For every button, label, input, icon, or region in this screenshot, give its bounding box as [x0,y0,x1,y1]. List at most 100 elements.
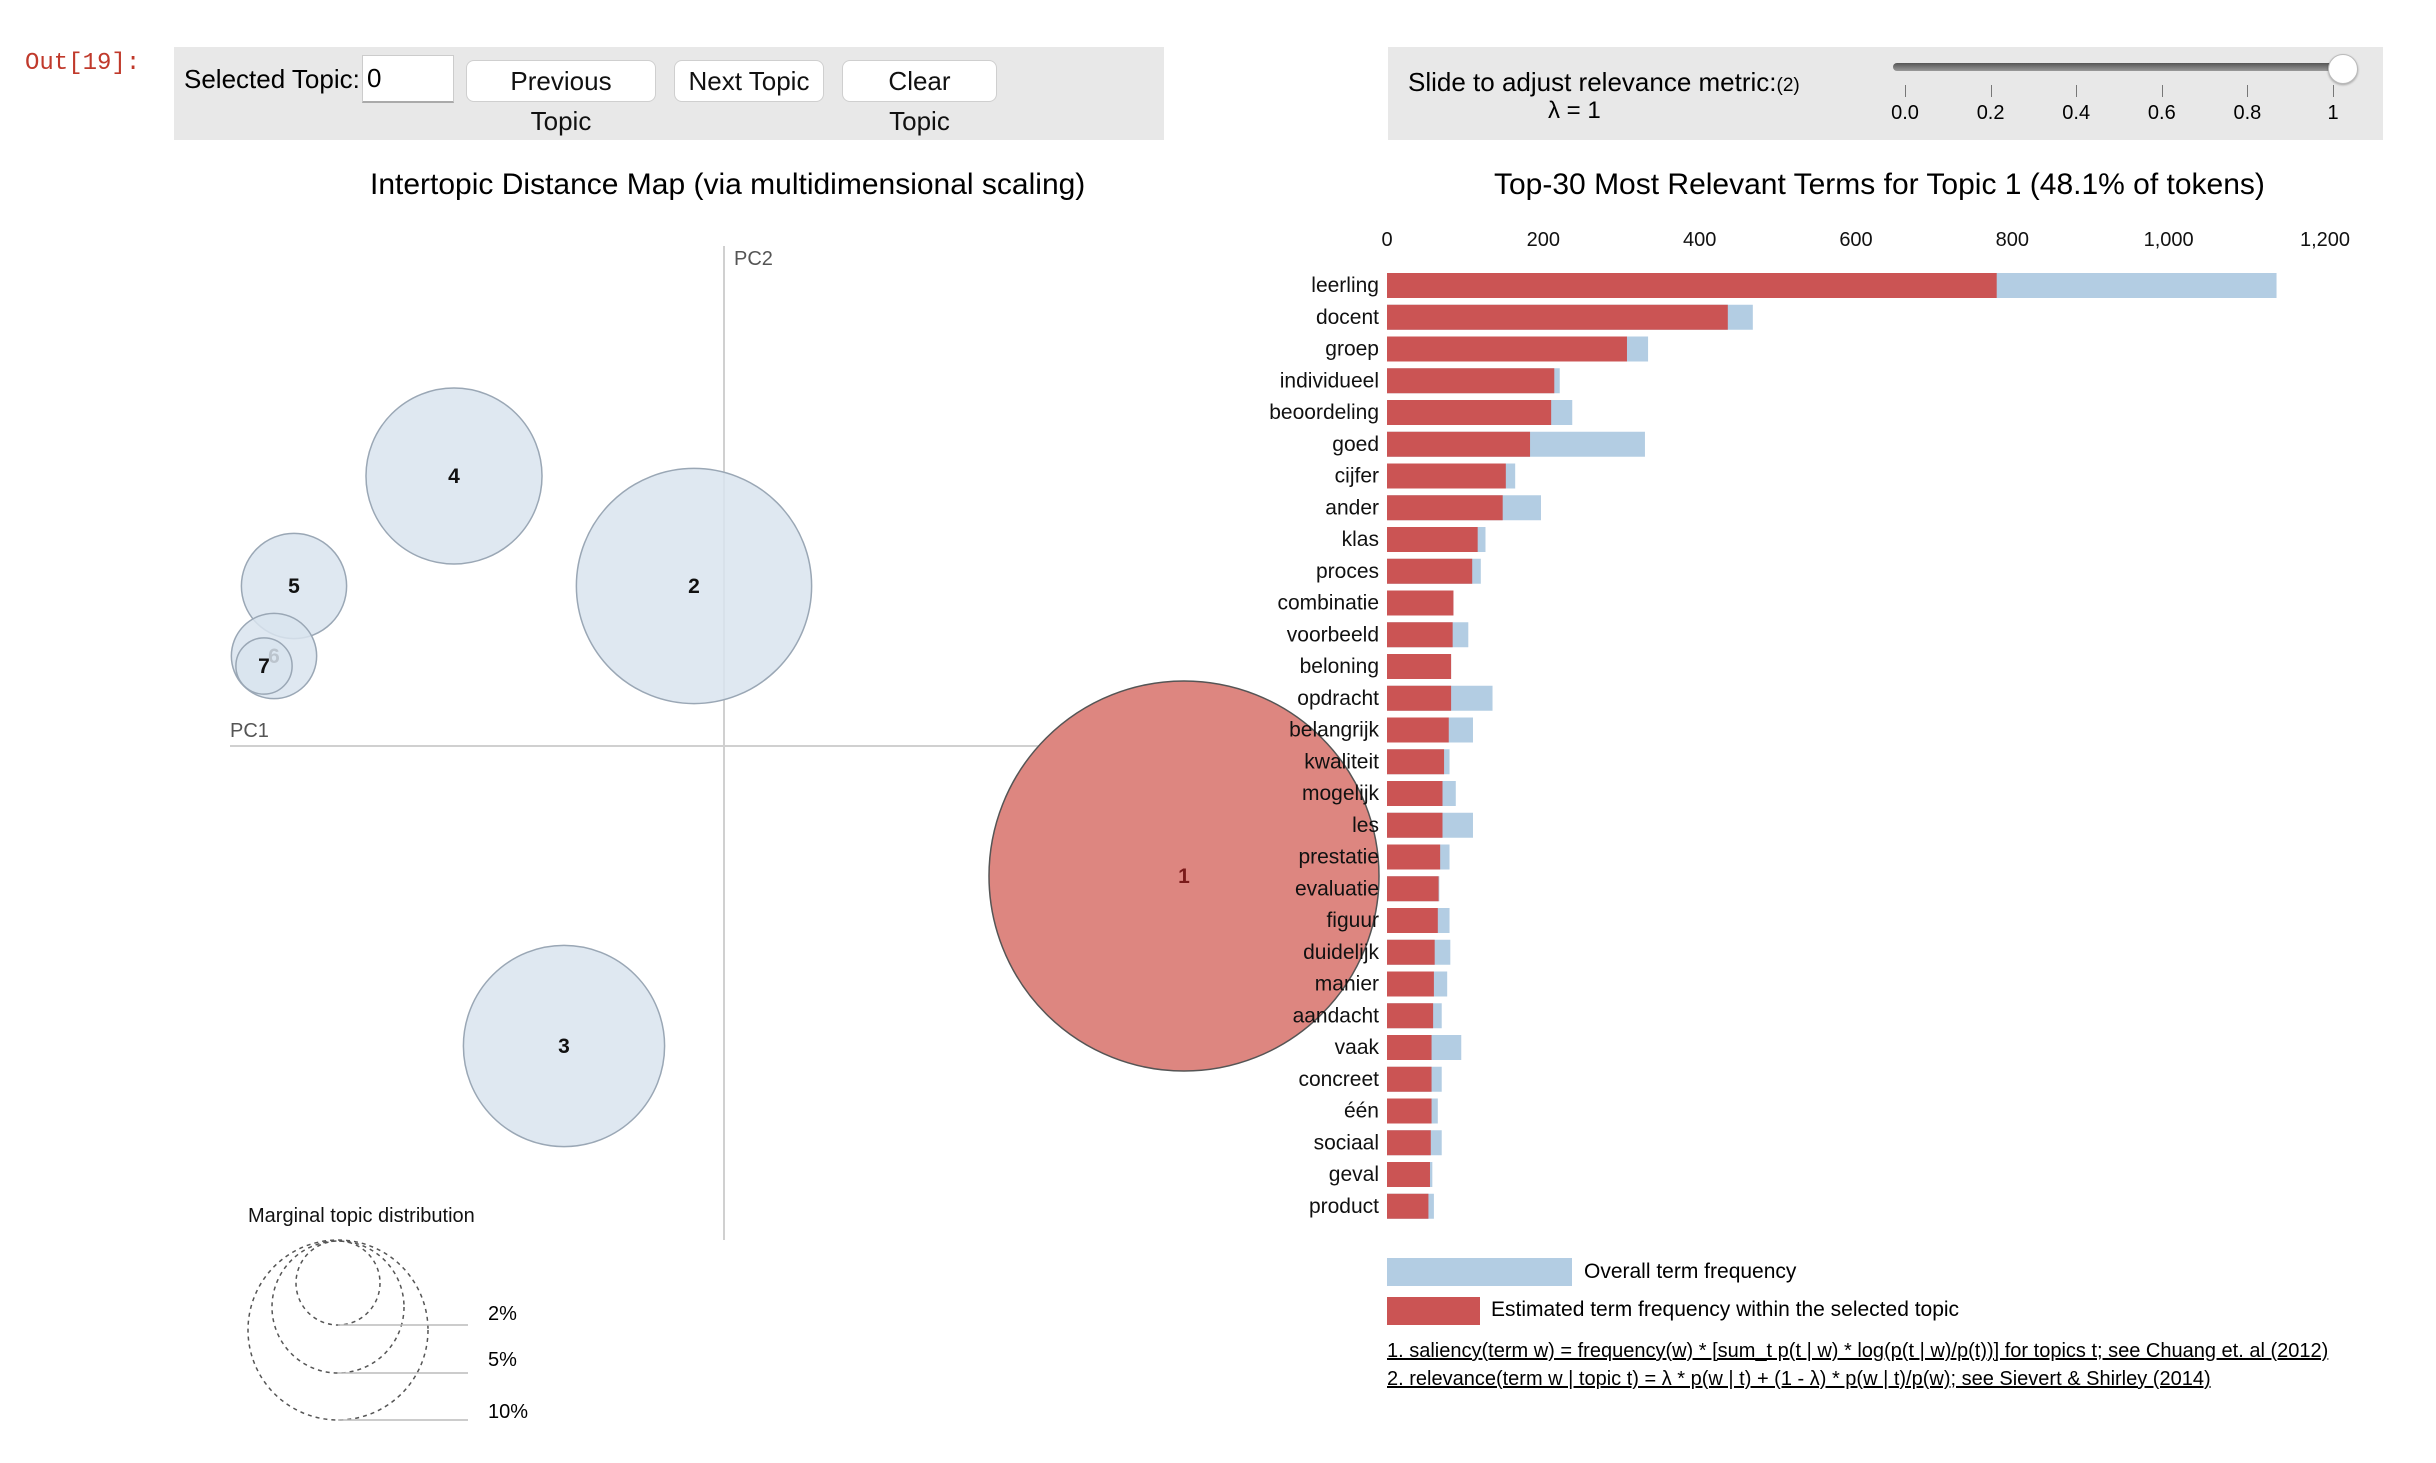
term-label[interactable]: manier [1315,973,1379,996]
term-label[interactable]: ander [1325,496,1379,519]
bar-topic-klas[interactable] [1387,527,1478,552]
term-label[interactable]: individueel [1280,369,1379,392]
term-label[interactable]: evaluatie [1295,877,1379,900]
topic-control-panel: Selected Topic: Previous Topic Next Topi… [174,47,1164,140]
marginal-label-5pct: 5% [488,1349,517,1371]
intertopic-map-title: Intertopic Distance Map (via multidimens… [370,168,1086,201]
term-label[interactable]: beloning [1300,655,1379,678]
term-label[interactable]: prestatie [1298,846,1379,869]
term-label[interactable]: aandacht [1293,1004,1380,1027]
bar-topic-kwaliteit[interactable] [1387,749,1445,775]
term-label[interactable]: beoordeling [1269,401,1379,424]
topic-bubble-label: 5 [288,575,300,598]
topic-bubble-1[interactable] [988,680,1380,1072]
lambda-slider-track[interactable] [1893,63,2348,71]
term-label[interactable]: opdracht [1297,687,1379,710]
bar-topic-voorbeeld[interactable] [1387,622,1453,648]
topic-bubble-label: 2 [688,575,700,598]
bar-topic-concreet[interactable] [1387,1066,1432,1092]
bar-topic-product[interactable] [1387,1193,1429,1219]
topic-bubble-label: 7 [258,655,270,678]
bar-topic-vaak[interactable] [1387,1035,1432,1060]
term-label[interactable]: concreet [1298,1068,1379,1091]
term-label[interactable]: kwaliteit [1304,750,1379,773]
bar-topic-evaluatie[interactable] [1387,876,1439,902]
bar-topic-individueel[interactable] [1387,368,1555,394]
selected-topic-input[interactable] [362,55,454,103]
lambda-tick [1905,85,1906,97]
x-tick-label: 1,200 [2300,229,2350,251]
term-label[interactable]: leerling [1311,274,1379,297]
marginal-label-2pct: 2% [488,1303,517,1325]
bar-topic-cijfer[interactable] [1387,463,1506,489]
bar-topic-beloning[interactable] [1387,654,1452,679]
x-tick-label: 1,000 [2144,229,2194,251]
term-label[interactable]: proces [1316,560,1379,583]
term-label[interactable]: één [1344,1100,1379,1123]
relevance-footnote-link[interactable]: 2. relevance(term w | topic t) = λ * p(w… [1387,1368,2211,1390]
bar-topic-één[interactable] [1387,1098,1432,1124]
lambda-tick [1990,85,1992,97]
lambda-slider-handle[interactable] [2328,54,2358,84]
term-label[interactable]: combinatie [1277,592,1379,615]
term-label[interactable]: voorbeeld [1287,623,1379,646]
x-tick-label: 800 [1996,229,2029,251]
bar-topic-figuur[interactable] [1387,908,1438,933]
term-label[interactable]: sociaal [1314,1131,1379,1154]
bar-topic-aandacht[interactable] [1387,1003,1434,1029]
term-label[interactable]: cijfer [1335,465,1379,488]
marginal-circle-medium [271,1240,405,1374]
topic-bubble-4[interactable] [365,387,543,565]
x-tick-label: 0 [1381,229,1392,251]
bar-topic-goed[interactable] [1387,431,1531,457]
topic-bubble-3[interactable] [462,944,666,1148]
term-label[interactable]: mogelijk [1302,782,1380,805]
term-label[interactable]: figuur [1326,909,1379,932]
term-label[interactable]: product [1309,1195,1379,1218]
bar-topic-mogelijk[interactable] [1387,781,1443,806]
lambda-tick-label: 0.4 [2062,102,2091,124]
topic-bubbles: 1234567 [230,387,1380,1148]
bar-topic-geval[interactable] [1387,1162,1430,1187]
lambda-tick-label: 0.0 [1891,102,1919,124]
saliency-footnote-link[interactable]: 1. saliency(term w) = frequency(w) * [su… [1387,1340,2329,1362]
topic-bubble-2[interactable] [575,467,813,705]
relevance-slider-panel: Slide to adjust relevance metric:(2) λ =… [1388,47,2383,140]
topic-bubble-label: 3 [558,1035,570,1058]
bar-topic-combinatie[interactable] [1387,590,1454,616]
relevance-slider-label: Slide to adjust relevance metric:(2) [1408,67,1800,98]
topic-bubble-7[interactable] [235,637,293,695]
term-label[interactable]: groep [1325,338,1379,361]
bar-topic-groep[interactable] [1387,336,1627,362]
bar-topic-sociaal[interactable] [1387,1130,1431,1156]
bar-topic-beoordeling[interactable] [1387,400,1552,425]
term-label[interactable]: duidelijk [1303,941,1379,964]
bar-topic-docent[interactable] [1387,304,1728,330]
bar-topic-leerling[interactable] [1387,273,1997,298]
footnote-marker: (2) [1776,75,1800,96]
bar-topic-belangrijk[interactable] [1387,717,1449,743]
bar-topic-manier[interactable] [1387,971,1434,997]
bar-topic-duidelijk[interactable] [1387,939,1435,965]
term-label[interactable]: geval [1329,1163,1379,1186]
term-label[interactable]: goed [1332,433,1379,456]
term-label[interactable]: vaak [1335,1036,1380,1059]
term-label[interactable]: belangrijk [1289,719,1379,742]
term-label[interactable]: docent [1316,306,1379,329]
previous-topic-button[interactable]: Previous Topic [466,60,656,136]
clear-topic-button[interactable]: Clear Topic [842,60,997,136]
lambda-tick-label: 0.6 [2147,102,2176,124]
topic-bubble-label: 1 [1178,865,1190,888]
next-topic-button[interactable]: Next Topic [674,60,824,102]
legend-swatch-estimated [1387,1297,1480,1325]
term-label[interactable]: klas [1342,528,1379,551]
bar-topic-proces[interactable] [1387,558,1473,584]
bar-topic-les[interactable] [1387,812,1443,838]
legend-label-estimated: Estimated term frequency within the sele… [1491,1298,1960,1321]
topic-bubble-label: 4 [448,465,460,488]
term-label[interactable]: les [1352,814,1379,837]
bar-topic-ander[interactable] [1387,495,1503,521]
bar-topic-prestatie[interactable] [1387,844,1441,870]
bar-topic-opdracht[interactable] [1387,685,1452,711]
